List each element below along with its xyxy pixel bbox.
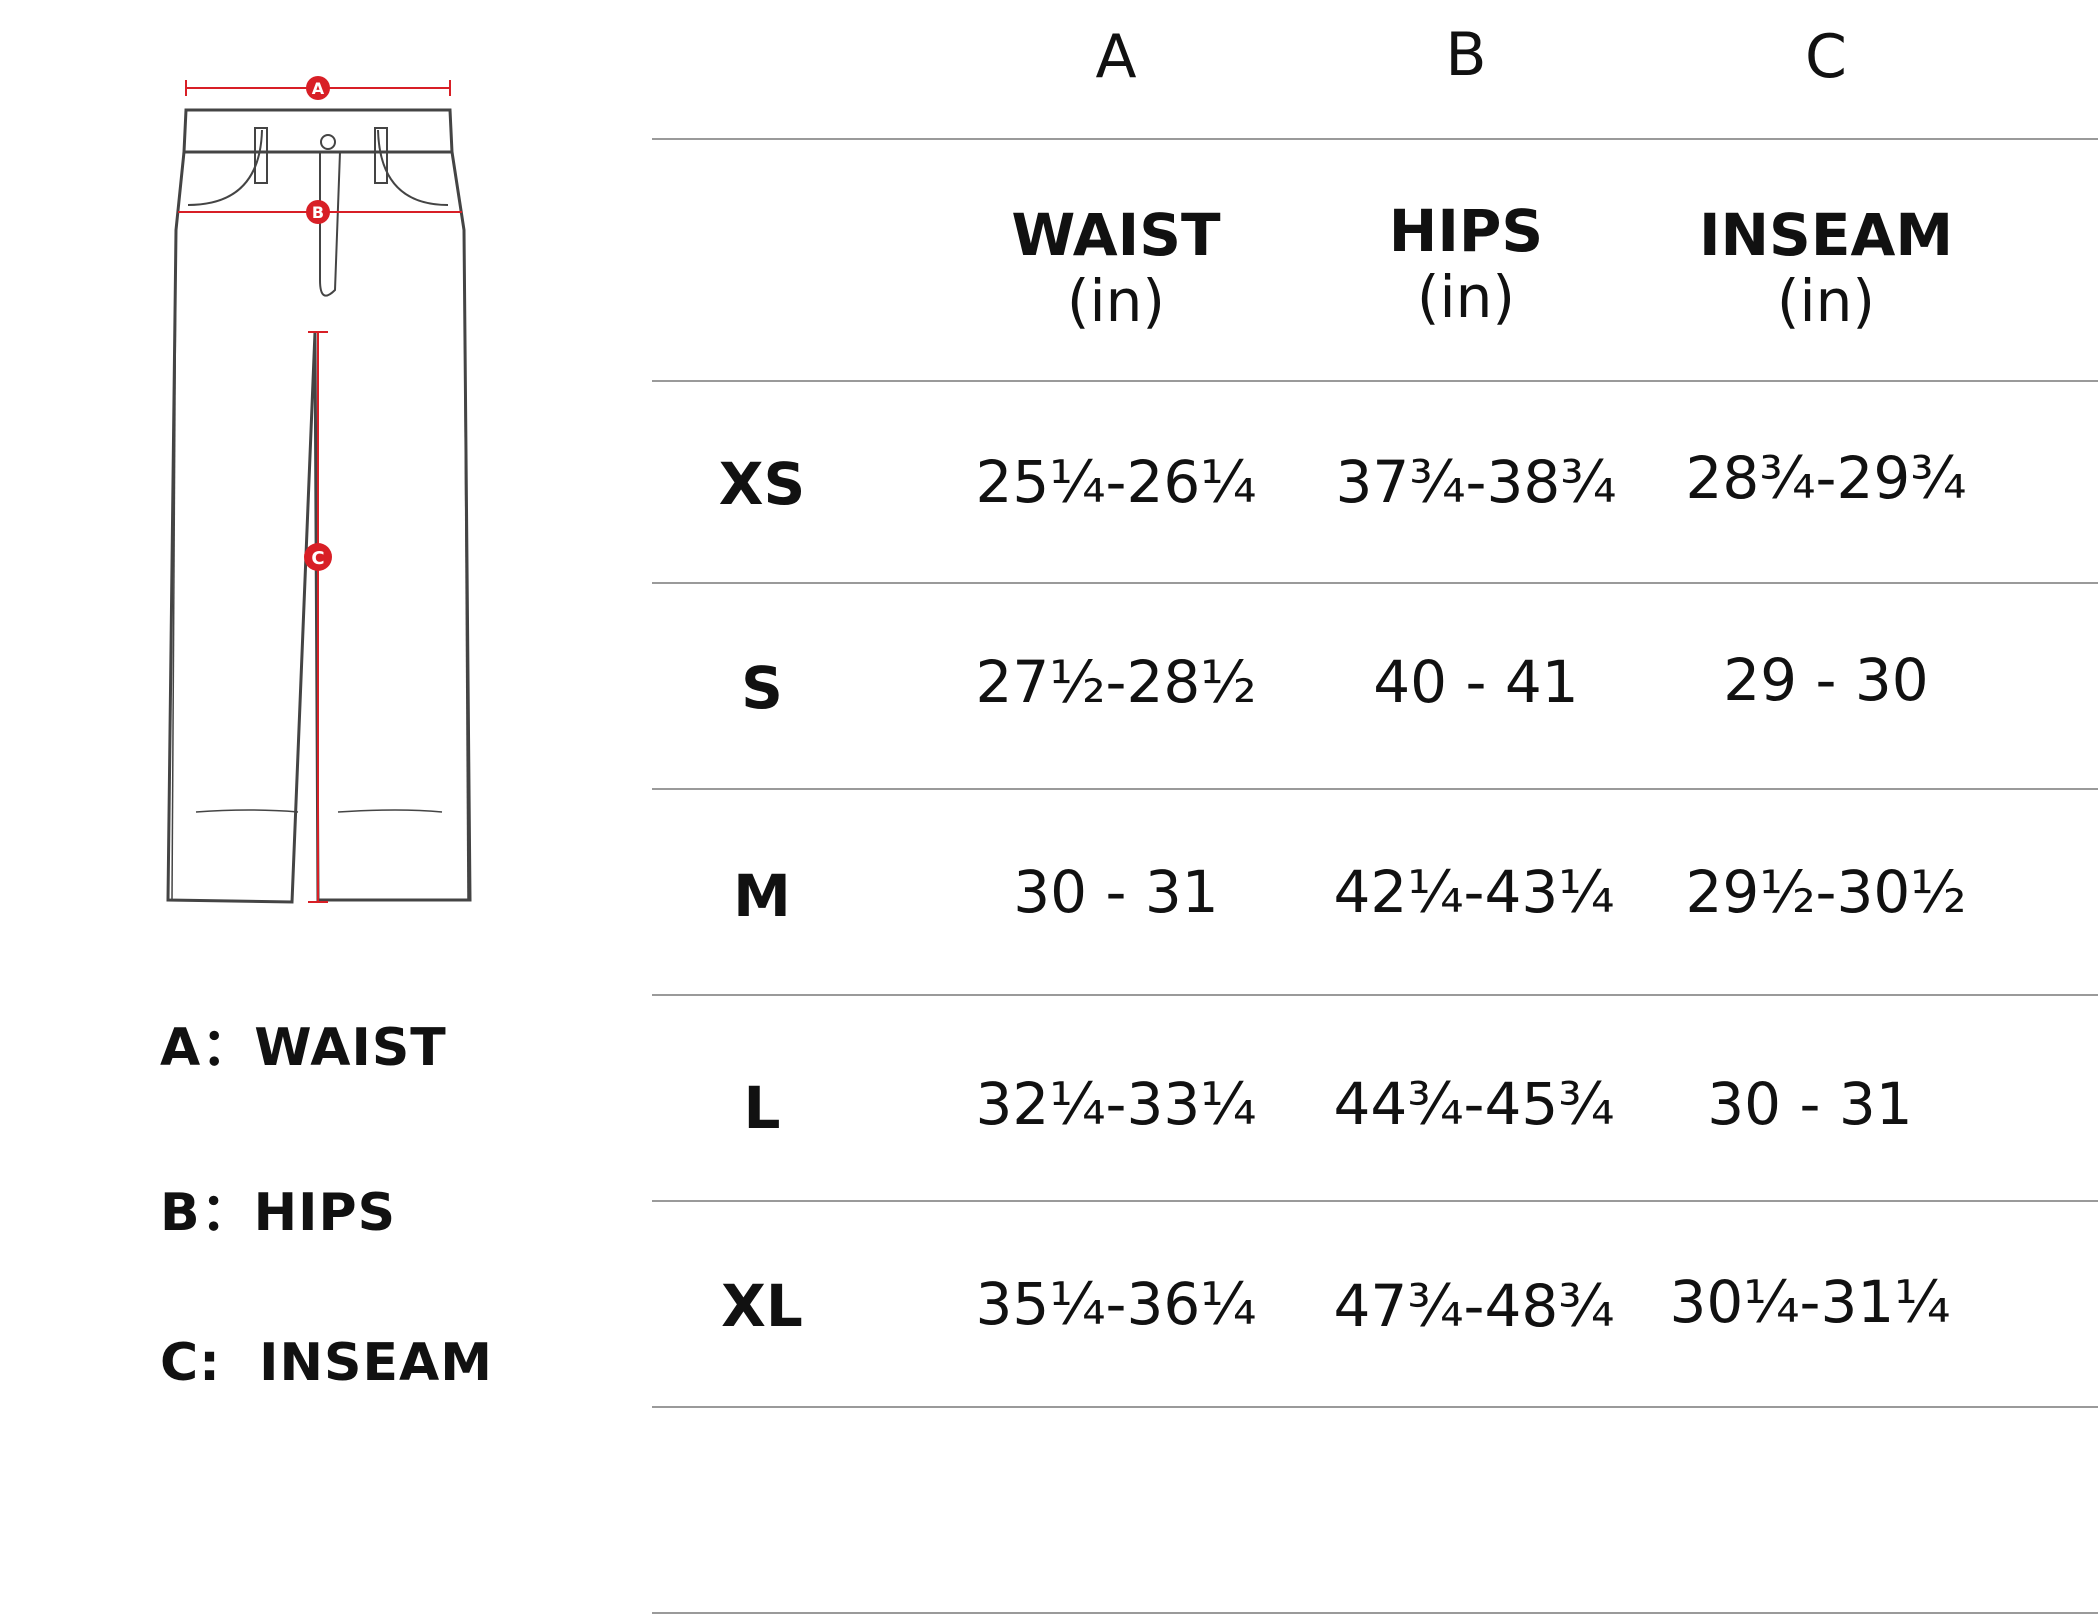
row-size-s: S [741, 654, 783, 722]
legend-waist: A：WAIST [160, 1018, 447, 1078]
column-header-waist: WAIST (in) [936, 202, 1296, 334]
marker-a: A [306, 76, 330, 100]
column-header-name: WAIST [1011, 201, 1221, 269]
cell-hips-m: 42¼-43¼ [1333, 858, 1615, 926]
cell-waist-xs: 25¼-26¼ [975, 448, 1257, 516]
column-header-unit: (in) [1416, 263, 1516, 331]
column-letter-b: B [1445, 20, 1487, 90]
cell-hips-xl: 47¾-48¾ [1333, 1272, 1615, 1340]
column-header-name: INSEAM [1698, 201, 1954, 269]
column-header-unit: (in) [1776, 267, 1876, 335]
cell-waist-s: 27½-28½ [975, 648, 1257, 716]
table-rule [652, 380, 2098, 382]
column-letter-c: C [1805, 22, 1847, 92]
measurement-lines [178, 80, 462, 903]
column-header-name: HIPS [1388, 197, 1544, 265]
column-header-inseam: INSEAM (in) [1646, 202, 2006, 334]
row-size-xs: XS [718, 450, 806, 518]
legend-hips: B：HIPS [160, 1183, 397, 1243]
marker-b-label: B [312, 203, 324, 222]
table-rule [652, 138, 2098, 140]
cell-inseam-l: 30 - 31 [1707, 1070, 1913, 1138]
table-rule [652, 1612, 2098, 1614]
cell-inseam-s: 29 - 30 [1723, 646, 1929, 714]
table-rule [652, 1406, 2098, 1408]
table-rule [652, 1200, 2098, 1202]
cell-inseam-xl: 30¼-31¼ [1669, 1268, 1951, 1336]
row-size-l: L [743, 1074, 781, 1142]
table-rule [652, 582, 2098, 584]
marker-a-label: A [312, 79, 325, 98]
column-header-hips: HIPS (in) [1286, 198, 1646, 330]
cell-hips-l: 44¾-45¾ [1333, 1070, 1615, 1138]
cell-hips-xs: 37¾-38¾ [1335, 448, 1617, 516]
table-rule [652, 788, 2098, 790]
table-rule [652, 994, 2098, 996]
marker-c-label: C [311, 548, 324, 569]
column-letter-a: A [1095, 22, 1137, 92]
cell-inseam-m: 29½-30½ [1685, 858, 1967, 926]
row-size-xl: XL [721, 1272, 803, 1340]
cell-waist-m: 30 - 31 [1013, 858, 1219, 926]
pants-outline [166, 108, 472, 904]
pants-diagram: A B C [166, 76, 472, 904]
button-icon [320, 134, 336, 150]
cell-inseam-xs: 28¾-29¾ [1685, 444, 1967, 512]
marker-c: C [304, 543, 332, 571]
marker-b: B [306, 200, 330, 224]
cell-waist-l: 32¼-33¼ [975, 1070, 1257, 1138]
column-header-unit: (in) [1066, 267, 1166, 335]
legend-inseam: C: INSEAM [160, 1333, 493, 1393]
row-size-m: M [733, 862, 791, 930]
cell-hips-s: 40 - 41 [1373, 648, 1579, 716]
cell-waist-xl: 35¼-36¼ [975, 1270, 1257, 1338]
